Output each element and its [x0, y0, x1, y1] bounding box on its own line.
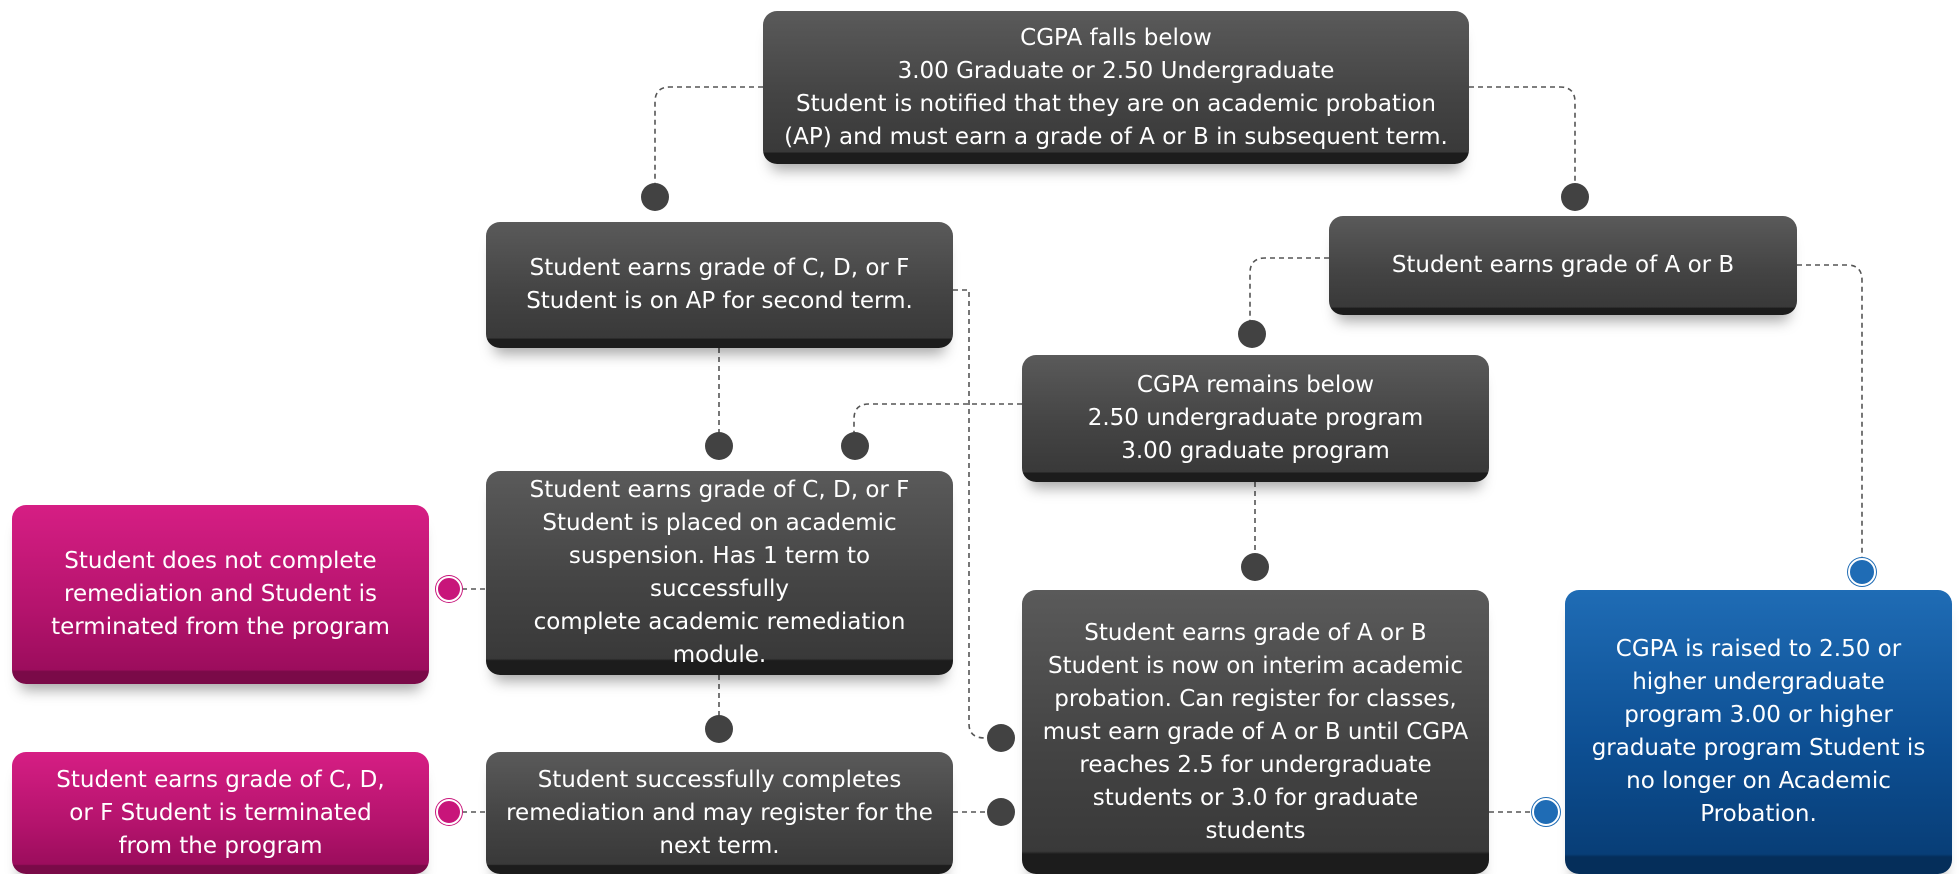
academic-suspension-box: Student earns grade of C, D, or F Studen… [486, 471, 953, 675]
no-remediation-terminated-text: Student does not complete remediation an… [51, 548, 390, 640]
interim-probation-box: Student earns grade of A or B Student is… [1022, 590, 1489, 874]
grade-cdf-terminated-box: Student earns grade of C, D, or F Studen… [12, 752, 429, 874]
cgpa-remains-below-box: CGPA remains below 2.50 undergraduate pr… [1022, 355, 1489, 482]
cgpa-raised-text: CGPA is raised to 2.50 or higher undergr… [1591, 636, 1926, 827]
second-term-probation-box: Student earns grade of C, D, or F Studen… [486, 222, 953, 348]
connector-top-to-right [1469, 86, 1576, 196]
connector-dot [705, 432, 733, 460]
connector-dot [436, 799, 462, 825]
second-term-probation-text: Student earns grade of C, D, or F Studen… [526, 255, 913, 314]
probation-notice-text: CGPA falls below 3.00 Graduate or 2.50 U… [784, 24, 1448, 150]
grade-cdf-terminated-text: Student earns grade of C, D, or F Studen… [56, 766, 385, 859]
completes-remediation-box: Student successfully completes remediati… [486, 752, 953, 874]
interim-probation-text: Student earns grade of A or B Student is… [1042, 619, 1469, 844]
connector-a-or-b-to-cgpa-remains [1249, 257, 1329, 330]
cgpa-raised-box: CGPA is raised to 2.50 or higher undergr… [1565, 590, 1952, 874]
connector-a-or-b-to-cgpa-raised [1797, 264, 1863, 569]
cgpa-remains-below-text: CGPA remains below 2.50 undergraduate pr… [1087, 372, 1424, 464]
no-remediation-terminated-box: Student does not complete remediation an… [12, 505, 429, 684]
connector-dot [1848, 558, 1876, 586]
connector-top-to-left [654, 86, 763, 196]
completes-remediation-text: Student successfully completes remediati… [506, 766, 933, 859]
probation-notice-box: CGPA falls below 3.00 Graduate or 2.50 U… [763, 11, 1469, 164]
connector-dot [436, 576, 462, 602]
connector-dot [987, 724, 1015, 752]
connector-dot [1532, 798, 1560, 826]
connector-dot [987, 798, 1015, 826]
academic-suspension-text: Student earns grade of C, D, or F Studen… [529, 477, 910, 668]
earns-a-or-b-box: Student earns grade of A or B [1329, 216, 1797, 315]
connector-dot [705, 715, 733, 743]
earns-a-or-b-text: Student earns grade of A or B [1391, 252, 1735, 278]
connector-second-term-to-interim [953, 289, 986, 739]
connector-dot [1238, 320, 1266, 348]
connector-dot [841, 432, 869, 460]
connector-cgpa-remains-to-suspension [853, 403, 1022, 445]
connector-dot [1561, 183, 1589, 211]
connector-dot [1241, 553, 1269, 581]
connector-dot [641, 183, 669, 211]
